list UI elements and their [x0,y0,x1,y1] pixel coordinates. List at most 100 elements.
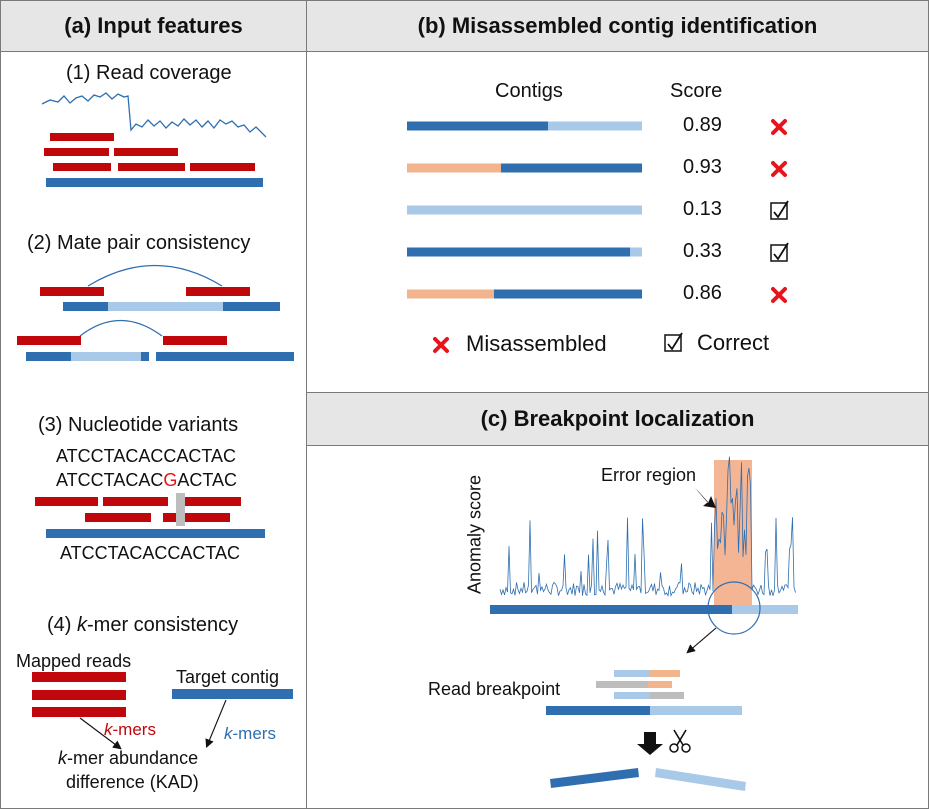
scissors-icon [669,729,691,753]
contig-segment [223,302,280,311]
anomaly-plot [490,456,798,654]
kad-line1-rest: -mer abundance [67,748,199,768]
contig-segment [108,302,223,311]
kmers-left-k: k [104,720,113,739]
contig-segment [26,352,71,361]
panel-b-header: (b) Misassembled contig identification [307,1,928,52]
kad-label-line1: k-mer abundance [58,748,198,769]
mate-pair-arc [79,319,163,337]
score-column-header: Score [670,80,723,102]
legend-correct-check-icon [664,332,683,352]
kmer-arrow-left [79,717,122,750]
contig-sequence: ATCCTACACCACTAC [60,543,240,563]
zoom-arrow [686,627,717,654]
contig-segment [493,289,642,299]
read-bar [186,287,250,296]
read-bar [163,336,227,345]
kmer-k: k [77,614,87,636]
contig-score: 0.86 [683,282,722,304]
panel-b-title: (b) Misassembled contig identification [417,13,818,38]
contig-segment [490,605,732,614]
contig-bar [46,178,263,187]
kad-k: k [58,748,67,768]
contig-segment [407,289,494,299]
read-coverage-label: (1) Read coverage [66,62,232,84]
panel-c-header: (c) Breakpoint localization [307,393,928,446]
mate-pair-label: (2) Mate pair consistency [27,232,251,254]
kmer-label-rest: -mer consistency [87,614,239,636]
kad-label-line2: difference (KAD) [66,772,199,792]
legend-misassembled-label: Misassembled [466,331,607,356]
kmers-left-rest: -mers [112,720,156,739]
anomaly-score-axis-label: Anomaly score [464,474,485,595]
split-contig-right [655,768,746,791]
mate-pair-figure [17,264,294,361]
correct-check-icon [770,242,789,262]
kmers-right-label: k-mers [224,724,276,744]
read-sequence-prefix: ATCCTACAC [56,470,164,490]
read-bar [32,672,126,682]
legend-correct-label: Correct [697,330,770,355]
read-bar [32,690,126,700]
read-bar [44,148,109,156]
contig-segment [546,706,650,715]
contig-bars [407,119,789,303]
target-contig-bar [172,689,293,699]
mate-pair-arc [87,264,223,287]
contig-segment [548,121,642,131]
nucleotide-variants-figure [35,493,265,538]
kmers-right-k: k [224,724,233,743]
misassembled-x-icon [771,119,787,135]
target-contig-label: Target contig [176,667,280,687]
read-breakpoint-figure [546,670,746,791]
contig-segment [501,163,642,173]
kmers-left-label: k-mers [104,720,156,740]
contig-segment [732,605,798,614]
error-region-arrow [695,488,716,508]
variant-highlight [176,493,185,526]
read-bar [118,163,185,171]
read-bar [176,497,241,506]
contig-bar [46,529,265,538]
nucleotide-variants-label: (3) Nucleotide variants [38,414,239,436]
kmer-figure [32,672,293,750]
panel-c-title: (c) Breakpoint localization [480,406,755,431]
read-sequence: ATCCTACACGACTAC [56,470,237,491]
read-bar [190,163,255,171]
variant-base: G [163,470,178,490]
down-arrow-icon [637,732,663,755]
read-bar [40,287,104,296]
read-bar-left [614,670,650,677]
error-region-label: Error region [601,465,697,485]
read-sequence-suffix: ACTAC [177,470,238,490]
misassembled-x-icon [771,161,787,177]
read-bar [163,513,230,522]
contig-segment [407,247,631,257]
contig-score: 0.93 [683,156,722,178]
read-bar [53,163,111,171]
read-bar-right [650,670,680,677]
contig-segment [407,205,642,215]
contig-segment [407,121,548,131]
kmers-right-rest: -mers [232,724,276,743]
panel-contig-identification: (b) Misassembled contig identification [306,0,929,393]
read-bar-left [614,692,650,699]
contig-segment [141,352,149,361]
misassembled-x-icon [771,287,787,303]
panel-a-header: (a) Input features [1,1,306,52]
reference-sequence: ATCCTACACCACTAC [56,446,236,466]
contig-segment [407,163,501,173]
mapped-reads-label: Mapped reads [16,651,132,671]
kmer-consistency-label: (4) k-mer consistency [47,614,239,636]
contig-segment [630,247,642,257]
contig-score: 0.13 [683,198,722,220]
contig-score: 0.33 [683,240,722,262]
panel-a-title: (a) Input features [64,13,243,38]
kmer-arrow-right [205,699,227,749]
read-bar [50,133,114,141]
read-bar [114,148,178,156]
contig-segment [650,706,742,715]
contig-segment [63,302,108,311]
read-bar [32,707,126,717]
